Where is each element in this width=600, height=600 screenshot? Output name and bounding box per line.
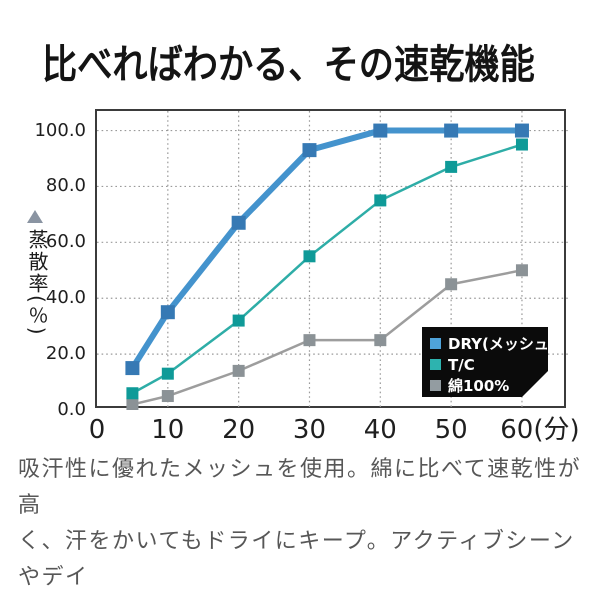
legend-swatch-icon bbox=[430, 359, 441, 370]
series-marker-dry-mesh bbox=[373, 123, 388, 138]
legend-swatch-icon bbox=[430, 338, 441, 349]
series-marker-dry-mesh bbox=[125, 361, 140, 376]
series-marker-tc bbox=[232, 314, 245, 327]
y-tick-label: 60.0 bbox=[45, 231, 86, 253]
series-marker-dry-mesh bbox=[514, 123, 529, 138]
x-tick-label: 20 bbox=[222, 415, 256, 445]
series-marker-tc bbox=[303, 250, 316, 263]
x-tick-label: 10 bbox=[151, 415, 185, 445]
series-marker-cotton100 bbox=[161, 390, 174, 403]
legend-label: T/C bbox=[448, 355, 475, 374]
description-text: 吸汗性に優れたメッシュを使用。綿に比べて速乾性が高 く、汗をかいてもドライにキー… bbox=[18, 457, 582, 590]
triangle-up-icon bbox=[27, 210, 43, 223]
series-marker-cotton100 bbox=[303, 334, 316, 347]
y-tick-label: 100.0 bbox=[34, 119, 86, 141]
y-axis-label: 蒸散率(％) bbox=[25, 229, 49, 337]
legend-item-cotton100: 綿100% bbox=[430, 375, 548, 396]
x-tick-label: 30 bbox=[292, 415, 327, 445]
legend-swatch-icon bbox=[430, 380, 441, 391]
y-tick-label: 40.0 bbox=[45, 287, 86, 309]
chart-svg bbox=[97, 111, 568, 410]
series-marker-tc bbox=[161, 367, 174, 380]
series-marker-dry-mesh bbox=[444, 123, 459, 138]
legend-label: DRY(メッシュ) bbox=[448, 335, 556, 353]
series-marker-dry-mesh bbox=[231, 215, 246, 230]
x-tick-label: 40 bbox=[363, 415, 397, 445]
legend-item-tc: T/C bbox=[430, 354, 548, 375]
series-marker-cotton100 bbox=[374, 334, 387, 347]
series-marker-tc bbox=[515, 138, 528, 151]
series-marker-cotton100 bbox=[126, 398, 139, 410]
series-marker-cotton100 bbox=[515, 264, 528, 277]
series-marker-tc bbox=[374, 194, 387, 207]
x-tick-label: 0 bbox=[88, 415, 106, 445]
series-marker-cotton100 bbox=[232, 364, 245, 377]
legend-item-dry-mesh: DRY(メッシュ) bbox=[430, 333, 548, 354]
series-marker-dry-mesh bbox=[160, 305, 175, 320]
y-tick-label: 20.0 bbox=[45, 343, 86, 365]
series-marker-tc bbox=[445, 160, 458, 173]
series-marker-tc bbox=[126, 387, 139, 400]
x-tick-label: 60(分) bbox=[500, 415, 580, 445]
legend-label: 綿100% bbox=[448, 377, 510, 395]
y-tick-label: 80.0 bbox=[45, 175, 86, 197]
series-marker-dry-mesh bbox=[302, 143, 317, 158]
chart-legend: DRY(メッシュ) T/C 綿100% bbox=[422, 327, 548, 397]
x-tick-label: 50 bbox=[434, 415, 468, 445]
page-title: 比べればわかる、その速乾機能 bbox=[42, 42, 535, 88]
y-tick-label: 0.0 bbox=[57, 399, 86, 420]
series-marker-cotton100 bbox=[445, 278, 458, 291]
